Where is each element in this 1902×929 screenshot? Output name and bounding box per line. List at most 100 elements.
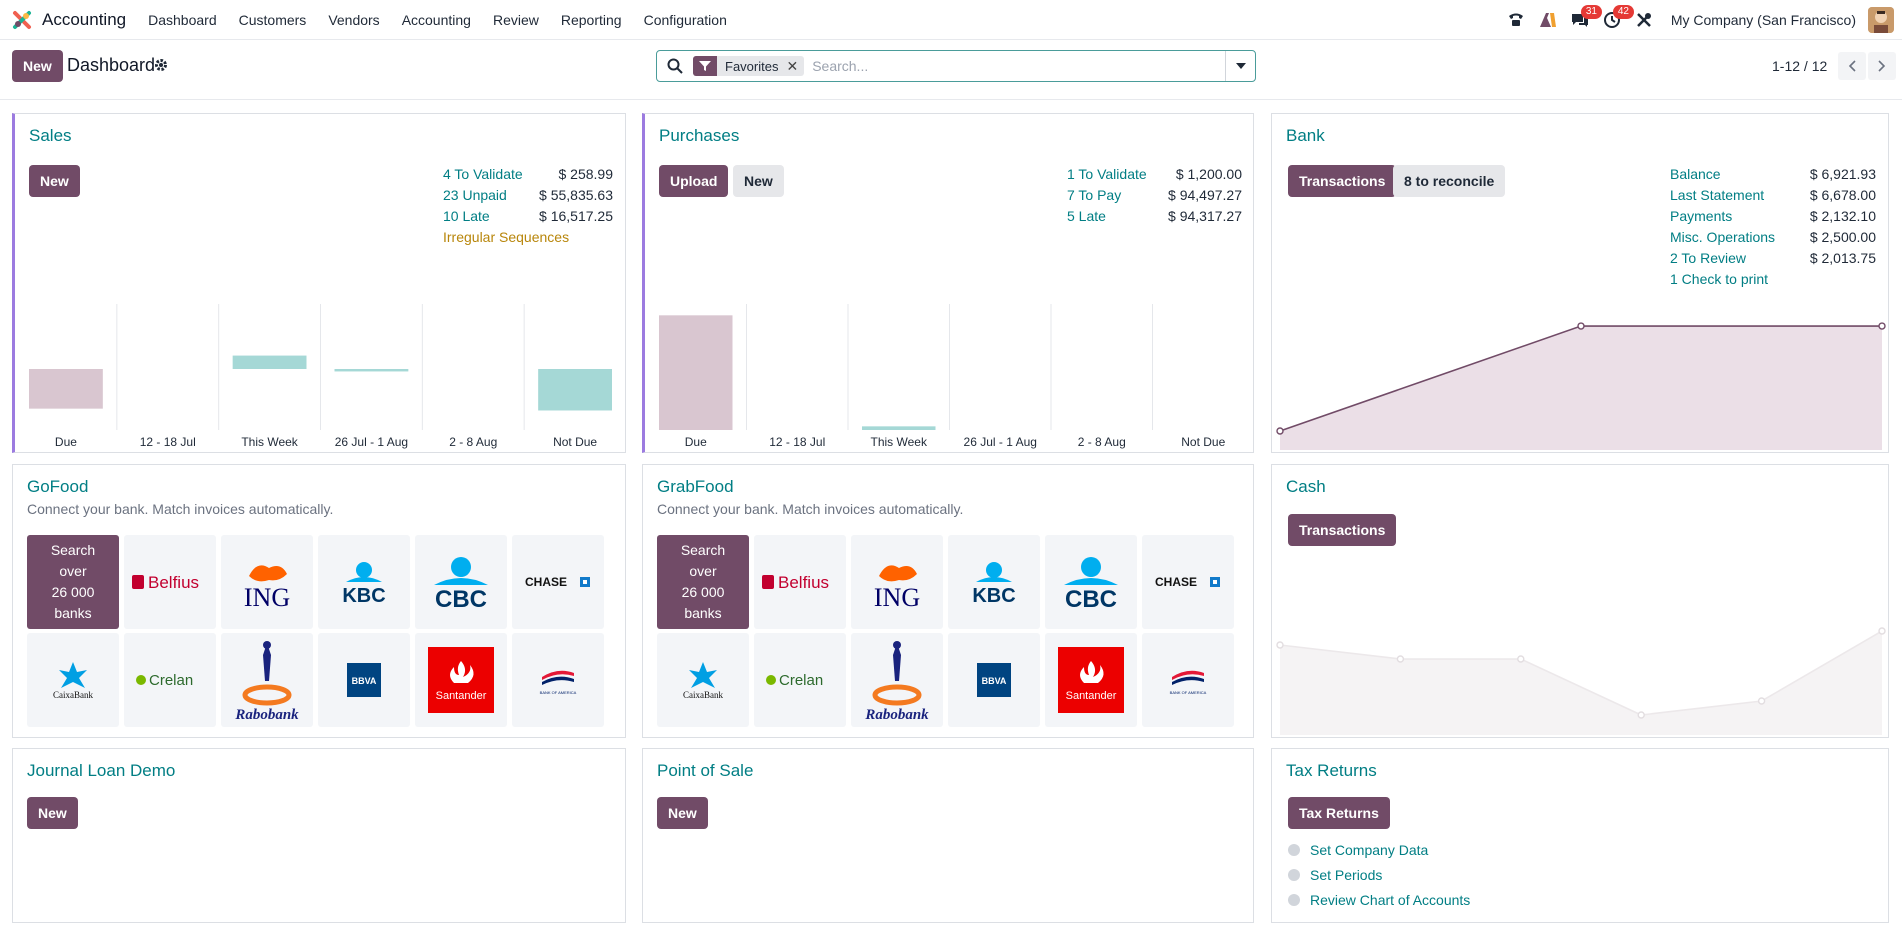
bank-tile-ing[interactable]: ING — [221, 535, 313, 629]
user-avatar[interactable] — [1868, 7, 1894, 33]
pager-value[interactable]: 1-12 / 12 — [1772, 58, 1828, 74]
bank-tile-bankofamerica[interactable]: BANK OF AMERICA — [512, 633, 604, 727]
purchases-title[interactable]: Purchases — [659, 126, 740, 145]
bank-tile-crelan[interactable]: Crelan — [754, 633, 846, 727]
grabfood-title[interactable]: GrabFood — [657, 477, 734, 496]
bank-reconcile-button[interactable]: 8 to reconcile — [1393, 165, 1506, 197]
bank-tile-cbc[interactable]: CBC — [415, 535, 507, 629]
chart-bar[interactable] — [659, 315, 733, 430]
bank-tile-santander[interactable]: Santander — [415, 633, 507, 727]
bank-tile-belfius[interactable]: Belfius — [754, 535, 846, 629]
bank-tile-bbva[interactable]: BBVA — [318, 633, 410, 727]
new-button[interactable]: New — [12, 50, 63, 82]
todo-label[interactable]: Set Periods — [1310, 867, 1383, 883]
todo-label[interactable]: Set Company Data — [1310, 842, 1429, 858]
bank-tile-santander[interactable]: Santander — [1045, 633, 1137, 727]
chart-point[interactable] — [1276, 641, 1284, 649]
bank-tile-caixabank[interactable]: CaixaBank — [657, 633, 749, 727]
menu-dashboard[interactable]: Dashboard — [148, 11, 217, 28]
menu-configuration[interactable]: Configuration — [643, 11, 727, 28]
journal-loan-title[interactable]: Journal Loan Demo — [27, 761, 176, 780]
pos-new-button[interactable]: New — [657, 797, 708, 829]
chart-point[interactable] — [1878, 322, 1886, 330]
chart-point[interactable] — [1757, 697, 1766, 705]
pager-next-button[interactable] — [1868, 52, 1896, 80]
phone-icon[interactable] — [1505, 9, 1527, 31]
debug-tools-icon[interactable] — [1633, 9, 1655, 31]
chart-point[interactable] — [1517, 655, 1525, 663]
messages-icon[interactable]: 31 — [1569, 5, 1602, 31]
chart-bar[interactable] — [232, 355, 307, 369]
tax-title[interactable]: Tax Returns — [1286, 761, 1377, 780]
bank-tile-crelan[interactable]: Crelan — [124, 633, 216, 727]
bank-tile-bbva[interactable]: BBVA — [948, 633, 1040, 727]
bank-tile-bankofamerica[interactable]: BANK OF AMERICA — [1142, 633, 1234, 727]
bank-tile-caixabank[interactable]: CaixaBank — [27, 633, 119, 727]
sales-title[interactable]: Sales — [29, 126, 72, 145]
grabfood-search-banks-button[interactable]: Search over 26 000 banks — [657, 535, 749, 629]
bank-last-statement-link[interactable]: Last Statement — [1670, 187, 1765, 203]
chart-point[interactable] — [1577, 322, 1585, 330]
search-options-toggle[interactable] — [1225, 51, 1255, 81]
menu-accounting[interactable]: Accounting — [401, 11, 471, 28]
gofood-search-banks-button[interactable]: Search over 26 000 banks — [27, 535, 119, 629]
chart-point[interactable] — [1276, 427, 1284, 435]
bank-check-to-print-link[interactable]: 1 Check to print — [1670, 271, 1769, 287]
purchases-upload-button[interactable]: Upload — [659, 165, 729, 197]
purchases-bar-chart[interactable]: Due 12 - 18 Jul This Week 26 Jul - 1 Aug 2 -… — [645, 304, 1254, 452]
bank-tile-kbc[interactable]: KBC — [948, 535, 1040, 629]
search-icon[interactable] — [667, 58, 683, 74]
bank-tile-cbc[interactable]: CBC — [1045, 535, 1137, 629]
sales-late-link[interactable]: 10 Late — [443, 208, 490, 224]
cash-area-chart[interactable] — [1276, 585, 1886, 735]
chart-point[interactable] — [1637, 711, 1645, 719]
purchases-to-validate-link[interactable]: 1 To Validate — [1067, 166, 1147, 182]
bank-tile-chase[interactable]: CHASE — [512, 535, 604, 629]
menu-customers[interactable]: Customers — [238, 11, 307, 28]
chart-bar[interactable] — [334, 369, 409, 372]
bank-to-review-link[interactable]: 2 To Review — [1670, 250, 1747, 266]
gofood-title[interactable]: GoFood — [27, 477, 89, 496]
app-title[interactable]: Accounting — [42, 9, 127, 29]
ai-assistant-icon[interactable] — [1537, 9, 1559, 31]
facet-remove-icon[interactable]: ✕ — [786, 57, 799, 74]
todo-label[interactable]: Review Chart of Accounts — [1310, 892, 1471, 908]
bank-tile-belfius[interactable]: Belfius — [124, 535, 216, 629]
bank-tile-ing[interactable]: ING — [851, 535, 943, 629]
company-switcher[interactable]: My Company (San Francisco) — [1670, 12, 1856, 28]
chart-bar[interactable] — [29, 369, 103, 409]
bank-tile-rabobank[interactable]: Rabobank — [851, 633, 943, 727]
cash-transactions-button[interactable]: Transactions — [1288, 514, 1397, 546]
journal-loan-new-button[interactable]: New — [27, 797, 78, 829]
bank-balance-link[interactable]: Balance — [1670, 166, 1721, 182]
todo-set-company-data[interactable]: Set Company Data — [1288, 842, 1428, 858]
bank-payments-link[interactable]: Payments — [1670, 208, 1733, 224]
gear-icon[interactable] — [154, 58, 168, 75]
menu-review[interactable]: Review — [492, 11, 539, 28]
purchases-late-link[interactable]: 5 Late — [1067, 208, 1106, 224]
chart-point[interactable] — [1396, 655, 1405, 663]
bank-tile-chase[interactable]: CHASE — [1142, 535, 1234, 629]
bank-misc-operations-link[interactable]: Misc. Operations — [1670, 229, 1776, 245]
odoo-accounting-logo-icon[interactable] — [12, 10, 32, 30]
irregular-sequences-link[interactable]: Irregular Sequences — [443, 229, 570, 245]
chart-bar[interactable] — [862, 426, 936, 430]
chart-bar[interactable] — [538, 369, 612, 411]
todo-review-chart-of-accounts[interactable]: Review Chart of Accounts — [1288, 892, 1470, 908]
sales-unpaid-link[interactable]: 23 Unpaid — [443, 187, 507, 203]
menu-reporting[interactable]: Reporting — [560, 11, 622, 28]
cash-title[interactable]: Cash — [1286, 477, 1326, 496]
purchases-to-pay-link[interactable]: 7 To Pay — [1067, 187, 1122, 203]
sales-bar-chart[interactable]: Due 12 - 18 Jul This Week 26 Jul - 1 Aug 2 -… — [15, 304, 626, 452]
tax-returns-button[interactable]: Tax Returns — [1288, 797, 1390, 829]
todo-set-periods[interactable]: Set Periods — [1288, 867, 1382, 883]
bank-title[interactable]: Bank — [1286, 126, 1325, 145]
purchases-new-button[interactable]: New — [733, 165, 784, 197]
menu-vendors[interactable]: Vendors — [328, 11, 380, 28]
bank-tile-rabobank[interactable]: Rabobank — [221, 633, 313, 727]
search-input[interactable] — [812, 58, 1213, 74]
bank-transactions-button[interactable]: Transactions — [1288, 165, 1397, 197]
bank-area-chart[interactable] — [1276, 310, 1886, 450]
bank-tile-kbc[interactable]: KBC — [318, 535, 410, 629]
pos-title[interactable]: Point of Sale — [657, 761, 754, 780]
